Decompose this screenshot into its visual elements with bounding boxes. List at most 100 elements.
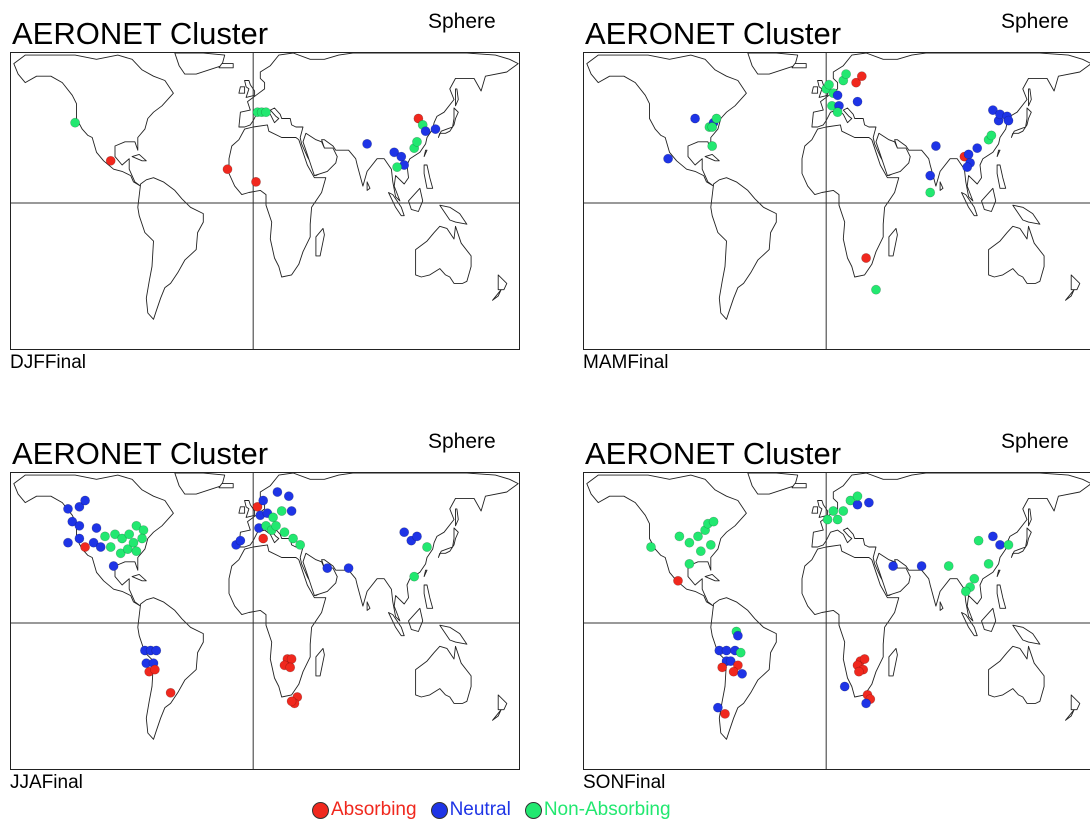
landmass-north-america [13,54,174,187]
panel-subtitle: Sphere [428,10,496,33]
landmass-sakhalin [455,508,459,527]
site-marker-neutral [322,563,333,573]
site-marker-absorbing [286,696,297,707]
landmass-sakhalin [455,88,459,107]
landmass-new-zealand [1070,694,1081,711]
site-marker-absorbing [165,687,176,698]
landmass-north-america [586,474,747,607]
site-marker-neutral [74,520,85,531]
site-marker-non-absorbing [124,529,135,540]
site-marker-non-absorbing [841,69,851,79]
site-marker-non-absorbing [409,571,420,582]
landmass-sakhalin [1028,508,1032,527]
landmass-ireland [238,506,246,514]
landmass-australia [988,225,1045,284]
site-marker-non-absorbing [295,540,306,550]
landmass-iceland [791,63,807,69]
landmass-new-zealand [497,274,508,291]
site-marker-non-absorbing [117,533,127,544]
site-marker-neutral [690,113,700,124]
site-marker-absorbing [252,501,263,512]
landmass-new-guinea [439,624,468,645]
site-marker-neutral [63,537,73,548]
site-marker-neutral [712,702,723,713]
panel-season-label: MAMFinal [583,352,669,373]
landmass-eurasia [238,53,519,202]
site-marker-non-absorbing [100,531,110,542]
site-marker-neutral [74,501,85,512]
landmass-australia [415,225,472,284]
site-marker-non-absorbing [261,107,271,118]
landmass-eurasia [811,473,1090,622]
site-marker-neutral [963,149,974,160]
site-marker-neutral [430,124,441,134]
site-marker-neutral [63,504,73,514]
landmass-borneo [408,607,424,632]
site-marker-neutral [91,523,102,533]
site-marker-absorbing [859,654,870,664]
site-marker-absorbing [856,71,867,82]
legend-label: Neutral [449,799,511,820]
landmass-new-guinea [1012,204,1041,225]
landmass-sakhalin [1028,88,1032,107]
site-marker-absorbing [673,575,683,586]
site-marker-non-absorbing [925,187,936,198]
site-marker-neutral [972,143,983,153]
site-marker-non-absorbing [105,542,116,552]
landmass-philippines [423,164,434,189]
landmass-borneo [981,187,997,212]
site-marker-neutral [399,527,410,538]
site-marker-neutral [732,630,743,641]
site-marker-neutral [995,540,1005,550]
landmass-greenland [747,473,799,495]
legend-label: Non-Absorbing [543,799,671,820]
site-marker-neutral [737,668,747,679]
site-marker-absorbing [861,253,871,263]
site-marker-neutral [235,535,246,546]
world-map [583,52,1090,350]
site-marker-non-absorbing [973,535,984,546]
site-marker-neutral [108,561,119,571]
landmass-taiwan [996,149,1001,158]
site-marker-non-absorbing [838,506,849,516]
map-canvas [584,53,1090,349]
landmass-philippines [996,164,1007,189]
landmass-sri-lanka [939,181,944,191]
site-marker-neutral [343,563,354,573]
landmass-britain [817,500,829,518]
panel-season-label: JJAFinal [10,772,83,793]
site-marker-non-absorbing [128,537,139,548]
landmass-japan [437,527,459,558]
site-marker-neutral [258,495,269,506]
world-map [10,52,520,350]
site-marker-neutral [852,499,863,510]
panel-subtitle: Sphere [428,430,496,453]
site-marker-absorbing [285,662,296,673]
legend-item-neutral: Neutral [430,799,511,821]
panel-title: AERONET Cluster [585,16,842,51]
site-marker-non-absorbing [279,527,290,538]
landmass-south-america [710,177,777,320]
site-marker-neutral [863,497,874,508]
panel-son: AERONET Cluster Sphere SONFinal [573,420,1090,800]
site-marker-non-absorbing [735,647,746,658]
landmass-arabia [875,132,911,177]
landmass-iceland [791,483,807,489]
panel-jja: AERONET Cluster Sphere JJAFinal [0,420,520,800]
landmass-greenland [747,53,799,75]
site-marker-neutral [839,681,850,692]
landmass-new-guinea [1012,624,1041,645]
site-marker-absorbing [258,533,269,544]
site-marker-absorbing [222,164,233,175]
site-marker-neutral [420,126,431,137]
panel-djf: AERONET Cluster Sphere DJFFinal [0,0,520,380]
site-marker-non-absorbing [871,284,881,295]
site-marker-absorbing [149,664,160,675]
site-marker-absorbing [105,155,116,166]
landmass-sumatra [961,192,978,217]
site-marker-non-absorbing [684,559,695,569]
site-marker-neutral [151,645,162,656]
site-marker-non-absorbing [852,491,863,502]
landmass-cuba [131,573,147,582]
site-marker-non-absorbing [828,506,839,516]
